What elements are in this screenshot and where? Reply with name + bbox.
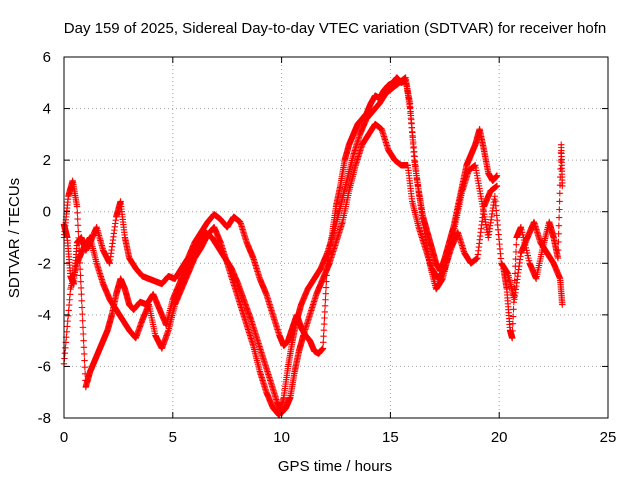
data-point bbox=[320, 339, 327, 346]
data-point bbox=[493, 172, 501, 179]
y-tick-label: 6 bbox=[43, 49, 51, 66]
y-tick-label: 0 bbox=[43, 204, 51, 221]
data-point bbox=[321, 314, 328, 322]
data-point bbox=[80, 337, 87, 344]
data-point bbox=[319, 345, 327, 352]
data-point bbox=[78, 291, 85, 298]
x-tick-label: 10 bbox=[273, 429, 290, 446]
y-tick-label: -4 bbox=[38, 307, 51, 324]
x-tick-label: 0 bbox=[60, 429, 68, 446]
data-points bbox=[60, 74, 566, 419]
data-point bbox=[81, 363, 89, 371]
data-point bbox=[321, 302, 329, 310]
data-point bbox=[81, 350, 88, 358]
data-point bbox=[321, 308, 329, 316]
data-point bbox=[75, 234, 82, 242]
chart-title: Day 159 of 2025, Sidereal Day-to-day VTE… bbox=[64, 20, 606, 37]
data-point bbox=[80, 344, 88, 351]
data-point bbox=[77, 272, 84, 279]
data-point bbox=[78, 297, 85, 305]
x-tick-label: 25 bbox=[600, 429, 617, 446]
data-point bbox=[77, 284, 85, 292]
x-tick-label: 20 bbox=[491, 429, 508, 446]
y-tick-label: -6 bbox=[38, 358, 51, 375]
data-point bbox=[320, 320, 328, 328]
data-point bbox=[320, 326, 328, 334]
y-axis-label: SDTVAR / TECUs bbox=[6, 178, 23, 298]
data-point bbox=[79, 317, 86, 324]
y-tick-label: -8 bbox=[38, 410, 51, 427]
data-point bbox=[77, 278, 84, 285]
y-tick-label: 4 bbox=[43, 101, 51, 118]
x-tick-label: 15 bbox=[382, 429, 399, 446]
data-point bbox=[75, 228, 82, 235]
data-point bbox=[79, 310, 86, 318]
data-point bbox=[73, 203, 81, 210]
x-axis-label: GPS time / hours bbox=[278, 458, 392, 475]
y-tick-label: 2 bbox=[43, 152, 51, 169]
data-point bbox=[322, 296, 329, 303]
data-point bbox=[320, 333, 327, 340]
data-point bbox=[323, 278, 330, 285]
data-point bbox=[75, 240, 83, 248]
data-point bbox=[80, 330, 87, 338]
x-tick-label: 5 bbox=[169, 429, 177, 446]
data-point bbox=[74, 215, 81, 223]
data-point bbox=[79, 324, 87, 331]
y-tick-label: -2 bbox=[38, 255, 51, 272]
data-point bbox=[322, 290, 329, 297]
data-point bbox=[78, 304, 86, 311]
data-point bbox=[74, 209, 81, 217]
data-point bbox=[322, 284, 330, 291]
data-point bbox=[81, 357, 88, 364]
data-point bbox=[74, 222, 82, 229]
